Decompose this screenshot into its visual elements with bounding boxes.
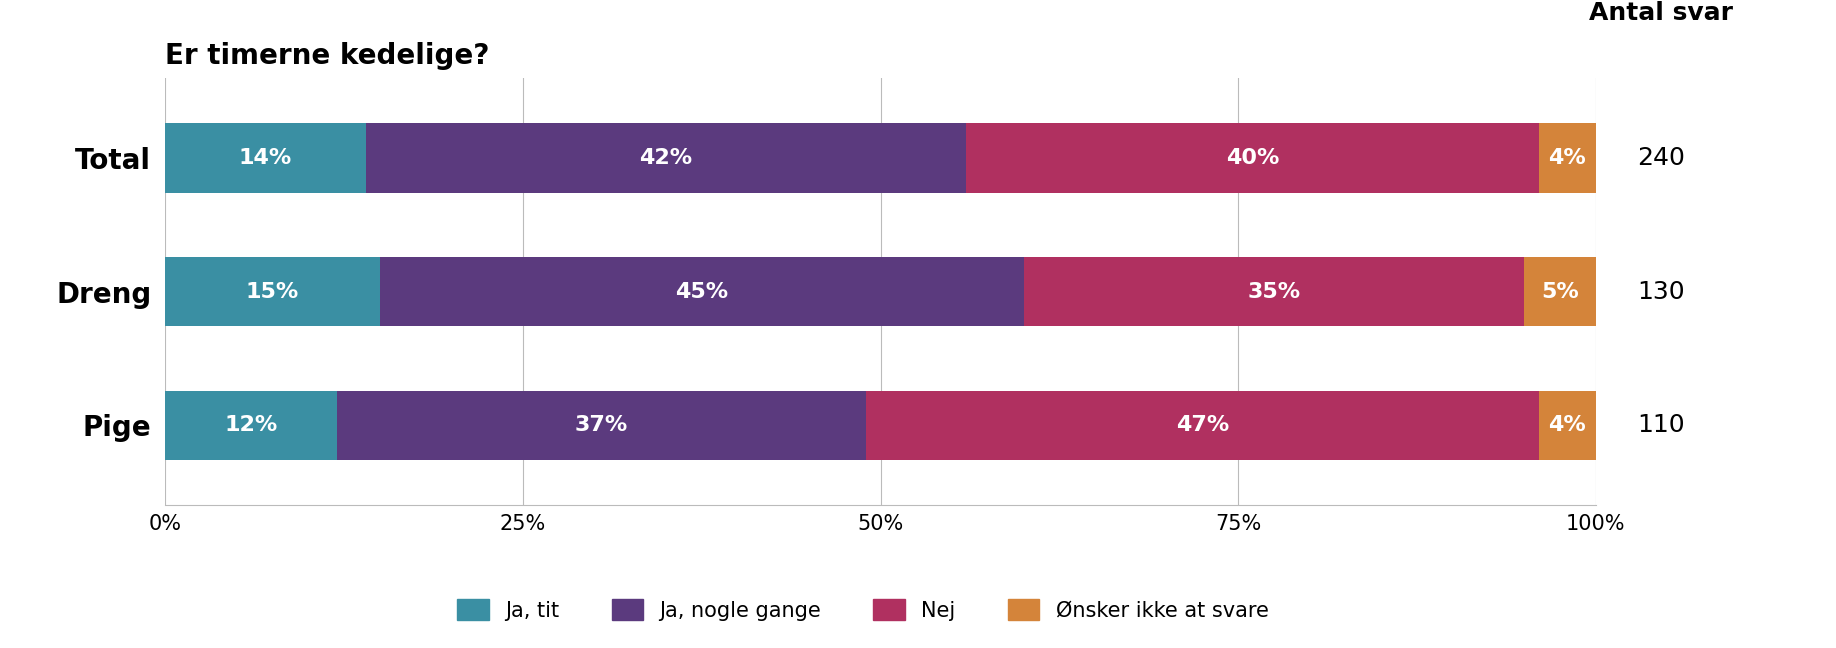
- Bar: [365, 123, 966, 192]
- Bar: [165, 257, 380, 327]
- Text: 37%: 37%: [575, 415, 628, 435]
- Bar: [1539, 123, 1595, 192]
- Bar: [966, 123, 1539, 192]
- Text: 40%: 40%: [1226, 148, 1280, 168]
- Text: 5%: 5%: [1540, 282, 1579, 301]
- Text: 130: 130: [1638, 279, 1685, 304]
- Text: 47%: 47%: [1175, 415, 1228, 435]
- Text: 240: 240: [1638, 146, 1685, 170]
- Bar: [380, 257, 1024, 327]
- Text: 45%: 45%: [676, 282, 729, 301]
- Text: Er timerne kedelige?: Er timerne kedelige?: [165, 42, 490, 70]
- Text: 4%: 4%: [1548, 415, 1586, 435]
- Text: 4%: 4%: [1548, 148, 1586, 168]
- Bar: [867, 391, 1539, 460]
- Bar: [1024, 257, 1524, 327]
- Bar: [1524, 257, 1595, 327]
- Text: 42%: 42%: [639, 148, 692, 168]
- Text: 12%: 12%: [224, 415, 277, 435]
- Text: 14%: 14%: [239, 148, 292, 168]
- Text: 35%: 35%: [1247, 282, 1300, 301]
- Text: 110: 110: [1638, 413, 1685, 437]
- Text: Antal svar: Antal svar: [1588, 1, 1733, 25]
- Bar: [165, 123, 365, 192]
- Bar: [1539, 391, 1595, 460]
- Bar: [165, 391, 338, 460]
- Bar: [338, 391, 867, 460]
- Legend: Ja, tit, Ja, nogle gange, Nej, Ønsker ikke at svare: Ja, tit, Ja, nogle gange, Nej, Ønsker ik…: [446, 588, 1280, 631]
- Text: 15%: 15%: [246, 282, 299, 301]
